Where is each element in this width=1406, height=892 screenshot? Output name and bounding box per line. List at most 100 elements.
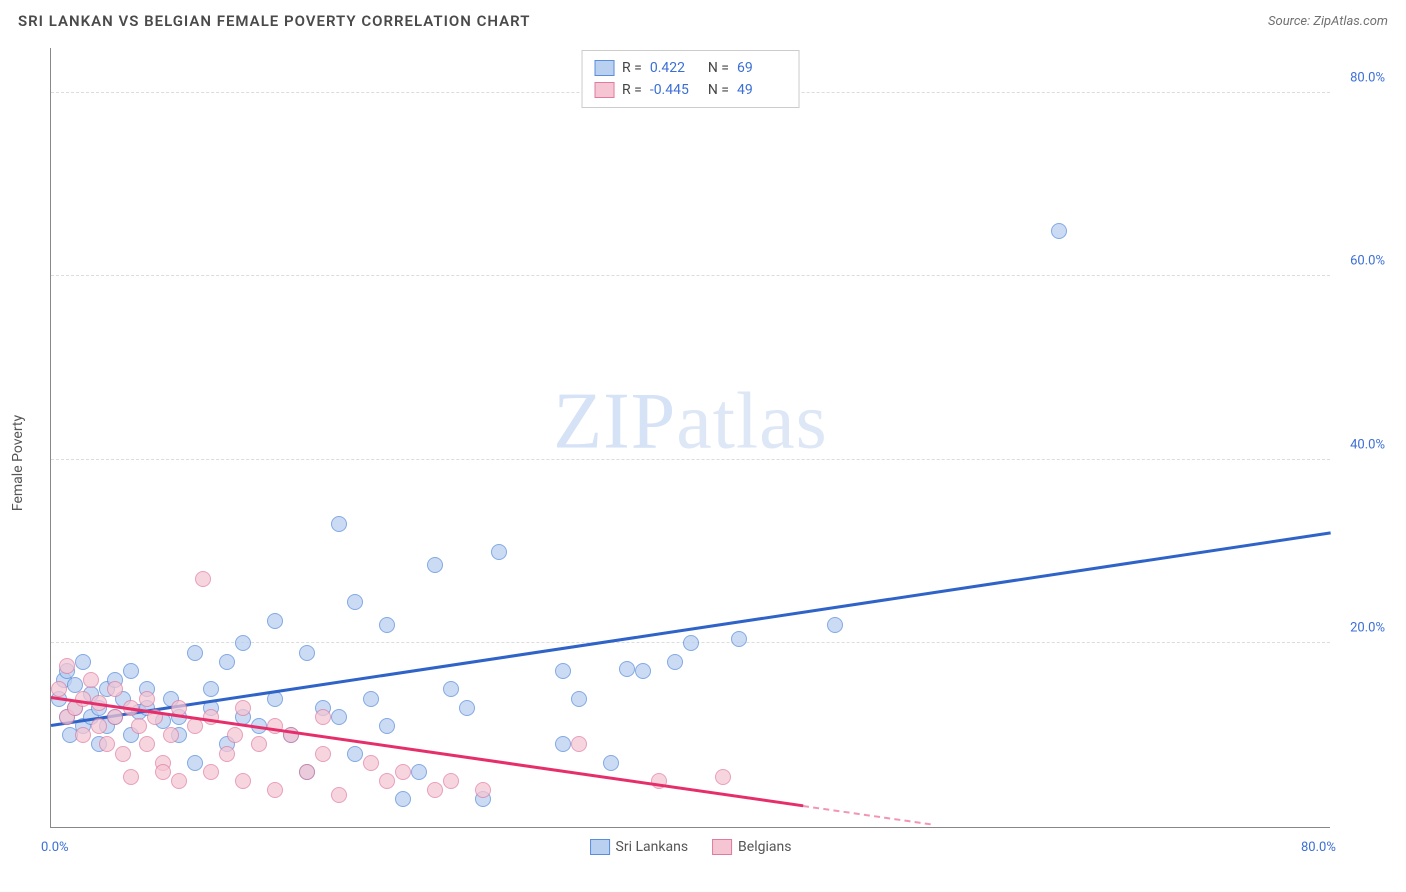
data-point xyxy=(107,681,123,697)
data-point xyxy=(379,718,395,734)
data-point xyxy=(59,658,75,674)
trend-line xyxy=(803,805,931,825)
data-point xyxy=(203,764,219,780)
data-point xyxy=(163,727,179,743)
r-value-belgians: -0.445 xyxy=(650,79,700,101)
data-point xyxy=(427,557,443,573)
n-value-srilankans: 69 xyxy=(737,57,787,79)
data-point xyxy=(251,736,267,752)
r-label: R = xyxy=(622,57,642,79)
y-tick-label: 40.0% xyxy=(1350,437,1385,452)
data-point xyxy=(139,736,155,752)
legend-swatch-srilankans xyxy=(590,839,610,855)
data-point xyxy=(827,617,843,633)
data-point xyxy=(555,663,571,679)
x-tick-label: 80.0% xyxy=(1301,840,1336,855)
chart-title: SRI LANKAN VS BELGIAN FEMALE POVERTY COR… xyxy=(18,12,530,30)
data-point xyxy=(635,663,651,679)
data-point xyxy=(395,764,411,780)
data-point xyxy=(1051,223,1067,239)
data-point xyxy=(491,544,507,560)
data-point xyxy=(235,773,251,789)
data-point xyxy=(315,746,331,762)
watermark-light: atlas xyxy=(676,377,828,465)
data-point xyxy=(331,787,347,803)
data-point xyxy=(219,746,235,762)
data-point xyxy=(363,755,379,771)
data-point xyxy=(459,700,475,716)
data-point xyxy=(347,746,363,762)
trend-line xyxy=(51,531,1331,726)
data-point xyxy=(379,617,395,633)
data-point xyxy=(235,700,251,716)
data-point xyxy=(475,782,491,798)
data-point xyxy=(411,764,427,780)
data-point xyxy=(395,791,411,807)
data-point xyxy=(51,681,67,697)
n-label: N = xyxy=(708,79,729,101)
gridline xyxy=(51,459,1330,460)
data-point xyxy=(131,718,147,734)
plot-area: ZIPatlas R = 0.422 N = 69 R = -0.445 N =… xyxy=(50,48,1330,828)
data-point xyxy=(715,769,731,785)
r-label: R = xyxy=(622,79,642,101)
data-point xyxy=(299,645,315,661)
data-point xyxy=(99,736,115,752)
watermark: ZIPatlas xyxy=(553,376,828,467)
legend-swatch-belgians xyxy=(594,82,614,98)
data-point xyxy=(107,709,123,725)
legend-swatch-belgians xyxy=(712,839,732,855)
y-axis-label: Female Poverty xyxy=(10,415,26,511)
legend-row: R = -0.445 N = 49 xyxy=(594,79,787,101)
data-point xyxy=(123,663,139,679)
data-point xyxy=(363,691,379,707)
data-point xyxy=(619,661,635,677)
series-legend: Sri Lankans Belgians xyxy=(590,839,792,855)
data-point xyxy=(219,654,235,670)
y-tick-label: 80.0% xyxy=(1350,70,1385,85)
data-point xyxy=(731,631,747,647)
n-value-belgians: 49 xyxy=(737,79,787,101)
data-point xyxy=(331,516,347,532)
data-point xyxy=(203,681,219,697)
y-tick-label: 20.0% xyxy=(1350,621,1385,636)
y-tick-label: 60.0% xyxy=(1350,254,1385,269)
data-point xyxy=(171,773,187,789)
data-point xyxy=(75,691,91,707)
series-name-belgians: Belgians xyxy=(738,839,791,855)
series-name-srilankans: Sri Lankans xyxy=(616,839,689,855)
n-label: N = xyxy=(708,57,729,79)
data-point xyxy=(155,764,171,780)
gridline xyxy=(51,275,1330,276)
data-point xyxy=(75,727,91,743)
data-point xyxy=(187,645,203,661)
data-point xyxy=(267,613,283,629)
data-point xyxy=(379,773,395,789)
legend-swatch-srilankans xyxy=(594,60,614,76)
data-point xyxy=(115,746,131,762)
data-point xyxy=(123,769,139,785)
data-point xyxy=(427,782,443,798)
x-tick-label: 0.0% xyxy=(41,840,69,855)
correlation-legend: R = 0.422 N = 69 R = -0.445 N = 49 xyxy=(581,50,800,108)
data-point xyxy=(187,718,203,734)
data-point xyxy=(667,654,683,670)
watermark-bold: ZIP xyxy=(553,377,676,465)
source-label: Source: ZipAtlas.com xyxy=(1268,14,1388,29)
data-point xyxy=(83,672,99,688)
data-point xyxy=(571,736,587,752)
legend-item: Sri Lankans xyxy=(590,839,689,855)
legend-item: Belgians xyxy=(712,839,791,855)
data-point xyxy=(227,727,243,743)
data-point xyxy=(267,782,283,798)
data-point xyxy=(235,635,251,651)
data-point xyxy=(139,691,155,707)
data-point xyxy=(315,709,331,725)
data-point xyxy=(195,571,211,587)
chart-container: Female Poverty ZIPatlas R = 0.422 N = 69… xyxy=(0,38,1406,888)
data-point xyxy=(75,654,91,670)
data-point xyxy=(555,736,571,752)
data-point xyxy=(299,764,315,780)
legend-row: R = 0.422 N = 69 xyxy=(594,57,787,79)
data-point xyxy=(443,681,459,697)
